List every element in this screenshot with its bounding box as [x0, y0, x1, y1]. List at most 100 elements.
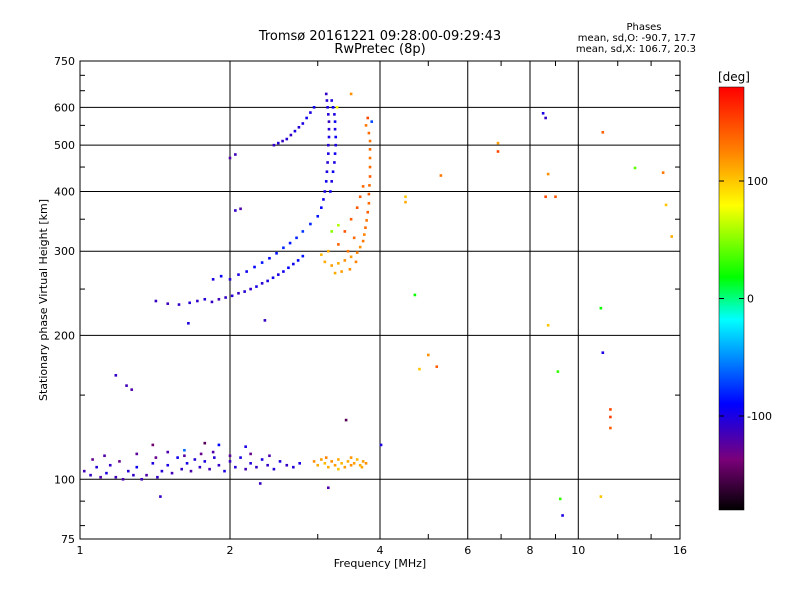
data-point — [176, 456, 179, 459]
data-point — [305, 116, 308, 120]
data-point — [327, 143, 330, 147]
data-point — [333, 120, 337, 123]
data-point — [278, 460, 282, 463]
data-point — [362, 233, 366, 236]
data-point — [125, 384, 128, 387]
data-point — [327, 152, 330, 155]
data-point — [219, 274, 223, 278]
data-point — [180, 467, 184, 471]
data-point — [544, 195, 547, 199]
data-point — [132, 473, 135, 477]
data-point — [368, 165, 372, 169]
data-point — [343, 230, 347, 233]
data-point — [156, 475, 159, 479]
data-point — [546, 172, 550, 176]
data-point — [358, 463, 362, 467]
data-point — [272, 143, 276, 147]
data-point — [228, 278, 232, 281]
data-point — [203, 460, 207, 463]
data-point — [95, 465, 98, 469]
data-point — [368, 175, 372, 178]
data-point — [170, 471, 174, 475]
data-point — [364, 124, 368, 127]
data-point — [234, 465, 237, 469]
data-point — [379, 443, 383, 447]
data-point — [223, 469, 226, 473]
data-point — [670, 235, 674, 238]
data-point — [260, 282, 264, 285]
data-point — [212, 456, 216, 459]
legend-line-o: mean, sd,O: -90.7, 17.7 — [578, 33, 696, 44]
data-point — [234, 153, 237, 156]
y-tick-label: 200 — [54, 329, 75, 342]
data-point — [330, 99, 334, 102]
data-point — [211, 278, 215, 281]
data-point — [561, 514, 564, 517]
data-point — [301, 230, 305, 233]
data-point — [330, 180, 334, 183]
data-point — [340, 270, 343, 273]
data-point — [556, 370, 560, 373]
y-tick-label: 75 — [61, 533, 75, 546]
data-point — [114, 374, 118, 377]
legend-title: Phases — [626, 22, 661, 33]
data-point — [355, 458, 359, 461]
data-point — [601, 351, 605, 354]
data-point — [312, 460, 316, 463]
data-point — [211, 450, 215, 454]
data-point — [245, 270, 248, 273]
y-tick-label: 100 — [54, 473, 75, 486]
data-point — [177, 303, 181, 306]
data-point — [331, 106, 335, 109]
data-point — [288, 241, 292, 245]
data-point — [364, 226, 367, 229]
data-point — [312, 106, 316, 109]
data-point — [198, 465, 202, 469]
data-point — [260, 458, 264, 461]
data-point — [365, 219, 368, 222]
data-point — [325, 99, 329, 102]
data-point — [271, 276, 275, 280]
data-point — [333, 152, 337, 155]
data-point — [266, 463, 269, 467]
data-point — [435, 365, 439, 368]
data-point — [360, 465, 364, 469]
data-point — [217, 443, 221, 447]
data-point — [160, 469, 164, 473]
data-point — [330, 230, 334, 233]
axis-ticks: 1 2 4 6 8 10 16 75 100 200 300 400 500 600 750 — [54, 55, 687, 557]
data-point — [292, 262, 295, 266]
y-axis-label: Stationary phase Virtual Height [km] — [37, 199, 50, 401]
data-point — [243, 290, 246, 293]
data-point — [418, 367, 421, 371]
data-point — [324, 92, 328, 96]
data-point — [609, 426, 612, 430]
data-point — [352, 236, 356, 240]
data-point — [439, 174, 443, 177]
data-point — [249, 462, 252, 465]
data-point — [335, 106, 339, 109]
data-point — [367, 201, 371, 205]
data-point — [349, 255, 353, 259]
data-point — [293, 129, 297, 133]
chart-title: Tromsø 20161221 09:28:00-09:29:43 — [258, 29, 501, 44]
x-tick-label: 6 — [464, 544, 471, 557]
data-point — [343, 465, 347, 469]
y-tick-label: 500 — [54, 139, 75, 152]
colorbar-tick-label: 100 — [747, 175, 768, 188]
data-point — [329, 190, 332, 193]
data-point — [309, 222, 312, 226]
data-point — [260, 261, 264, 264]
data-point — [368, 148, 372, 151]
data-point — [121, 477, 125, 481]
data-point — [331, 170, 335, 174]
data-point — [323, 462, 327, 465]
data-point — [108, 463, 112, 467]
colorbar-label: [deg] — [718, 70, 750, 84]
data-point — [185, 462, 189, 465]
data-point — [105, 471, 108, 475]
data-point — [196, 299, 199, 303]
data-point — [301, 122, 305, 125]
data-point — [282, 246, 285, 250]
y-tick-label: 600 — [54, 101, 75, 114]
